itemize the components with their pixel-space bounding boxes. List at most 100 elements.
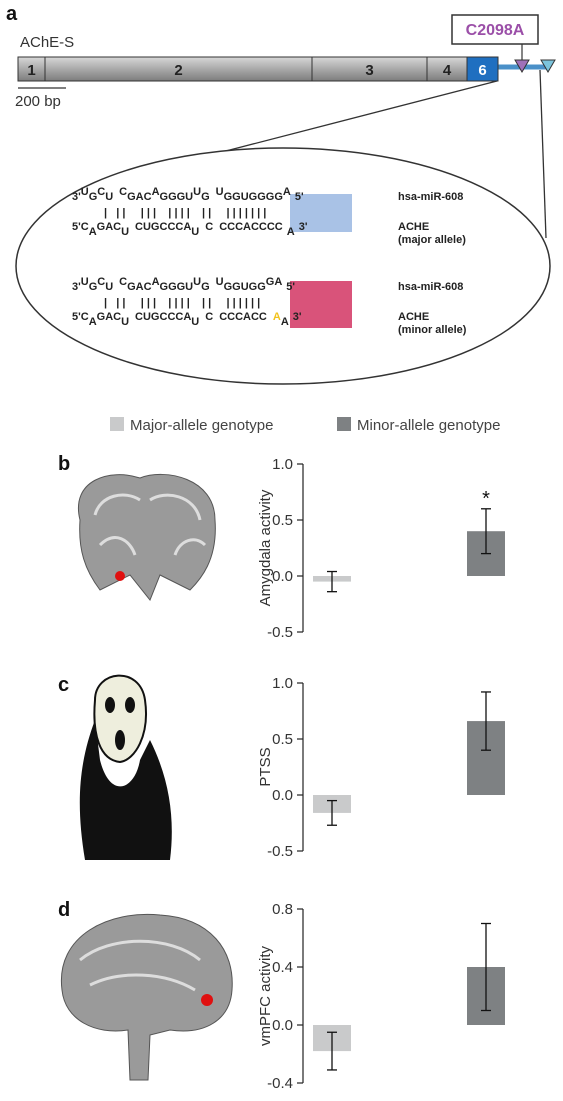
base: U: [121, 316, 129, 328]
base: C: [219, 221, 227, 233]
target-name: ACHE: [398, 311, 429, 323]
base: GGGU: [160, 191, 194, 203]
y-tick-label: 0.5: [272, 512, 293, 529]
base: A: [287, 226, 295, 238]
base: C: [205, 221, 213, 233]
legend-swatch: [337, 417, 351, 431]
pairing: | | | | | | | | | | | | | | | | | | |: [104, 207, 266, 219]
base: U: [105, 281, 113, 293]
base: C: [97, 186, 105, 198]
base: GGGU: [160, 281, 194, 293]
figure: a AChE-S 12346 200 bp C2098A 3'UGCUCGACA…: [0, 0, 563, 1096]
base: C: [119, 276, 127, 288]
brain-coronal: [78, 474, 215, 600]
y-tick-label: 1.0: [272, 456, 293, 473]
y-tick-label: 1.0: [272, 675, 293, 692]
mirna-name: hsa-miR-608: [398, 281, 463, 293]
base: CCCA: [160, 311, 192, 323]
base: U: [216, 186, 224, 198]
images: [61, 474, 232, 1080]
base: CUG: [135, 311, 159, 323]
zoom-ellipse: [16, 148, 550, 384]
base: G: [201, 281, 210, 293]
variant-label: C2098A: [466, 22, 525, 39]
base: C: [81, 311, 89, 323]
base: A: [283, 186, 291, 198]
mirna-name: hsa-miR-608: [398, 191, 463, 203]
base: GAC: [127, 191, 152, 203]
base: A: [274, 276, 282, 288]
base: GA: [97, 311, 114, 323]
y-tick-label: 0.0: [272, 568, 293, 585]
exon-label: 6: [478, 62, 486, 79]
zoom-line: [222, 81, 497, 152]
exon-label: 3: [365, 62, 373, 79]
panel-letter: a: [6, 3, 18, 25]
target-name: ACHE: [398, 221, 429, 233]
pairing: | | | | | | | | | | | | | | | | | |: [104, 297, 260, 309]
base: GGUGG: [224, 281, 266, 293]
allele-label: (major allele): [398, 234, 466, 246]
base: C: [119, 186, 127, 198]
base: U: [191, 226, 199, 238]
exon-label: 1: [27, 62, 35, 79]
legend: Major-allele genotype Minor-allele genoty…: [110, 417, 500, 434]
base: U: [193, 186, 201, 198]
brain-roi: [115, 571, 125, 581]
panel-letter: c: [58, 674, 69, 696]
legend-label: Minor-allele genotype: [357, 417, 500, 434]
zoom-line: [540, 70, 546, 238]
allele-label: (minor allele): [398, 324, 467, 336]
base: C: [81, 221, 89, 233]
y-tick-label: 0.0: [272, 787, 293, 804]
base: U: [191, 316, 199, 328]
base: 3': [293, 311, 302, 323]
legend-swatch: [110, 417, 124, 431]
base: 3': [299, 221, 308, 233]
base: GA: [97, 221, 114, 233]
base: U: [81, 186, 89, 198]
y-axis-label: Amygdala activity: [257, 489, 274, 606]
exon-label: 4: [443, 62, 452, 79]
y-tick-label: -0.4: [267, 1075, 293, 1092]
brain-roi: [201, 994, 213, 1006]
scream-eye: [105, 697, 115, 713]
base: U: [81, 276, 89, 288]
gene-title: AChE-S: [20, 34, 74, 51]
base: GAC: [127, 281, 152, 293]
significance: *: [482, 488, 490, 510]
base: C: [219, 311, 227, 323]
base: 5': [286, 281, 295, 293]
base: C: [113, 221, 121, 233]
y-tick-label: -0.5: [267, 843, 293, 860]
base: G: [201, 191, 210, 203]
exon-label: 2: [174, 62, 182, 79]
base: U: [216, 276, 224, 288]
base: A: [152, 276, 160, 288]
scream-eye: [125, 697, 135, 713]
base: U: [121, 226, 129, 238]
base: CCACCCC: [227, 221, 283, 233]
base: C: [113, 311, 121, 323]
base: G: [89, 281, 98, 293]
y-tick-label: 0.8: [272, 901, 293, 918]
legend-label: Major-allele genotype: [130, 417, 273, 434]
base: CCCA: [160, 221, 192, 233]
y-axis-label: vmPFC activity: [257, 946, 274, 1047]
base: A: [281, 316, 289, 328]
panel-letter: d: [58, 899, 70, 921]
scale-label: 200 bp: [15, 93, 61, 110]
y-axis-label: PTSS: [257, 747, 274, 786]
scream-mouth: [115, 730, 125, 750]
base: G: [266, 276, 275, 288]
y-tick-label: 0.5: [272, 731, 293, 748]
base: CUG: [135, 221, 159, 233]
base: GGUGGGG: [224, 191, 283, 203]
y-tick-label: -0.5: [267, 624, 293, 641]
base: C: [97, 276, 105, 288]
base: U: [193, 276, 201, 288]
base: A: [273, 311, 281, 323]
gene-diagram: 1 2 3 4 6: [18, 57, 550, 81]
base: A: [89, 316, 97, 328]
base: C: [205, 311, 213, 323]
